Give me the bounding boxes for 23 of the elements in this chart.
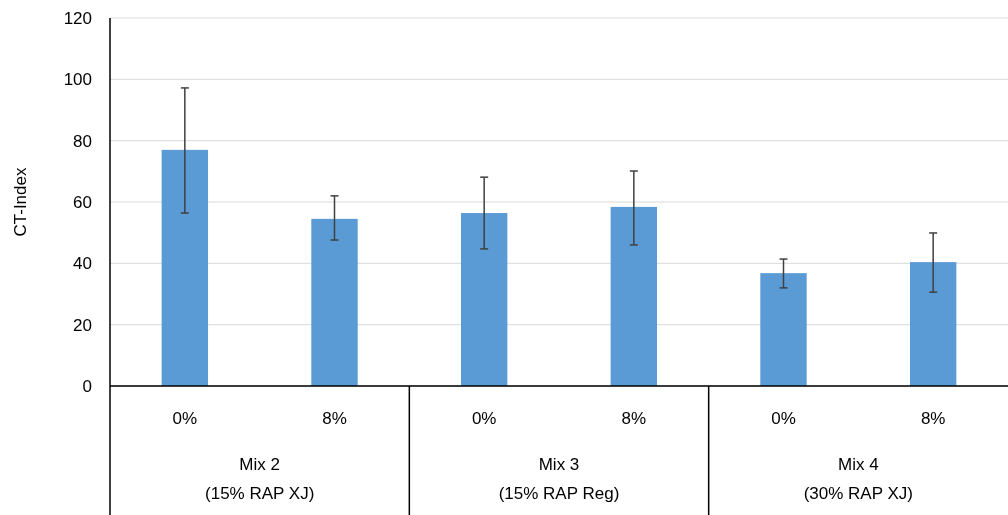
x-tick-label: 0% [172, 409, 198, 428]
y-axis-title: CT-Index [11, 167, 30, 237]
y-tick-label: 20 [73, 315, 92, 335]
bar [909, 262, 957, 386]
text: Mix 4 (30% RAP XJ) [803, 455, 913, 503]
text: Mix 3 (15% RAP Reg) [498, 455, 620, 503]
y-tick-label: 120 [63, 8, 92, 28]
x-tick-label: 0% [771, 409, 796, 428]
y-tick-label: 60 [73, 192, 92, 212]
bar [760, 273, 807, 386]
bar [311, 218, 358, 386]
y-tick-label: 100 [63, 70, 92, 90]
x-tick-label: 0% [471, 409, 497, 428]
x-tick-label: 8% [621, 409, 647, 428]
y-tick-label: 0 [82, 376, 92, 396]
bar [460, 213, 508, 386]
text: Mix 2 (15% RAP XJ) [205, 455, 315, 503]
bar [161, 149, 209, 386]
y-tick-label: 80 [73, 131, 92, 151]
x-tick-label: 8% [322, 409, 347, 428]
bar [610, 206, 658, 386]
y-tick-label: 40 [73, 254, 92, 274]
x-tick-label: 8% [920, 409, 946, 428]
